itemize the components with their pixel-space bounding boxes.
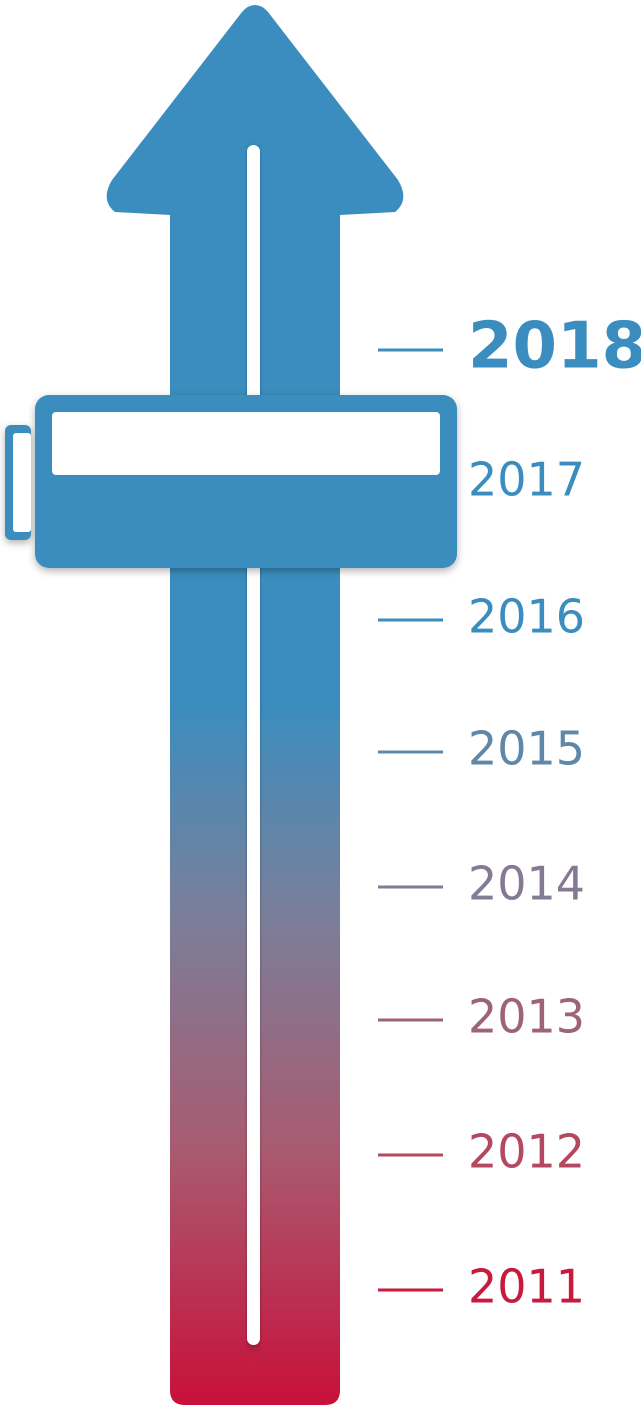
year-label: 2012 xyxy=(468,1125,585,1179)
slider-tab-window xyxy=(13,433,31,532)
year-label: 2018 xyxy=(468,310,641,384)
slot xyxy=(247,145,260,1345)
slider xyxy=(5,395,457,568)
slider-window xyxy=(52,412,440,475)
year-labels: 2018 2017 2016 2015 2014 2013 2012 2011 xyxy=(378,310,641,1314)
year-label: 2014 xyxy=(468,857,585,911)
year-label: 2016 xyxy=(468,590,585,644)
year-label: 2015 xyxy=(468,722,585,776)
year-label: 2017 xyxy=(468,453,585,507)
year-label: 2011 xyxy=(468,1260,585,1314)
year-label: 2013 xyxy=(468,990,585,1044)
